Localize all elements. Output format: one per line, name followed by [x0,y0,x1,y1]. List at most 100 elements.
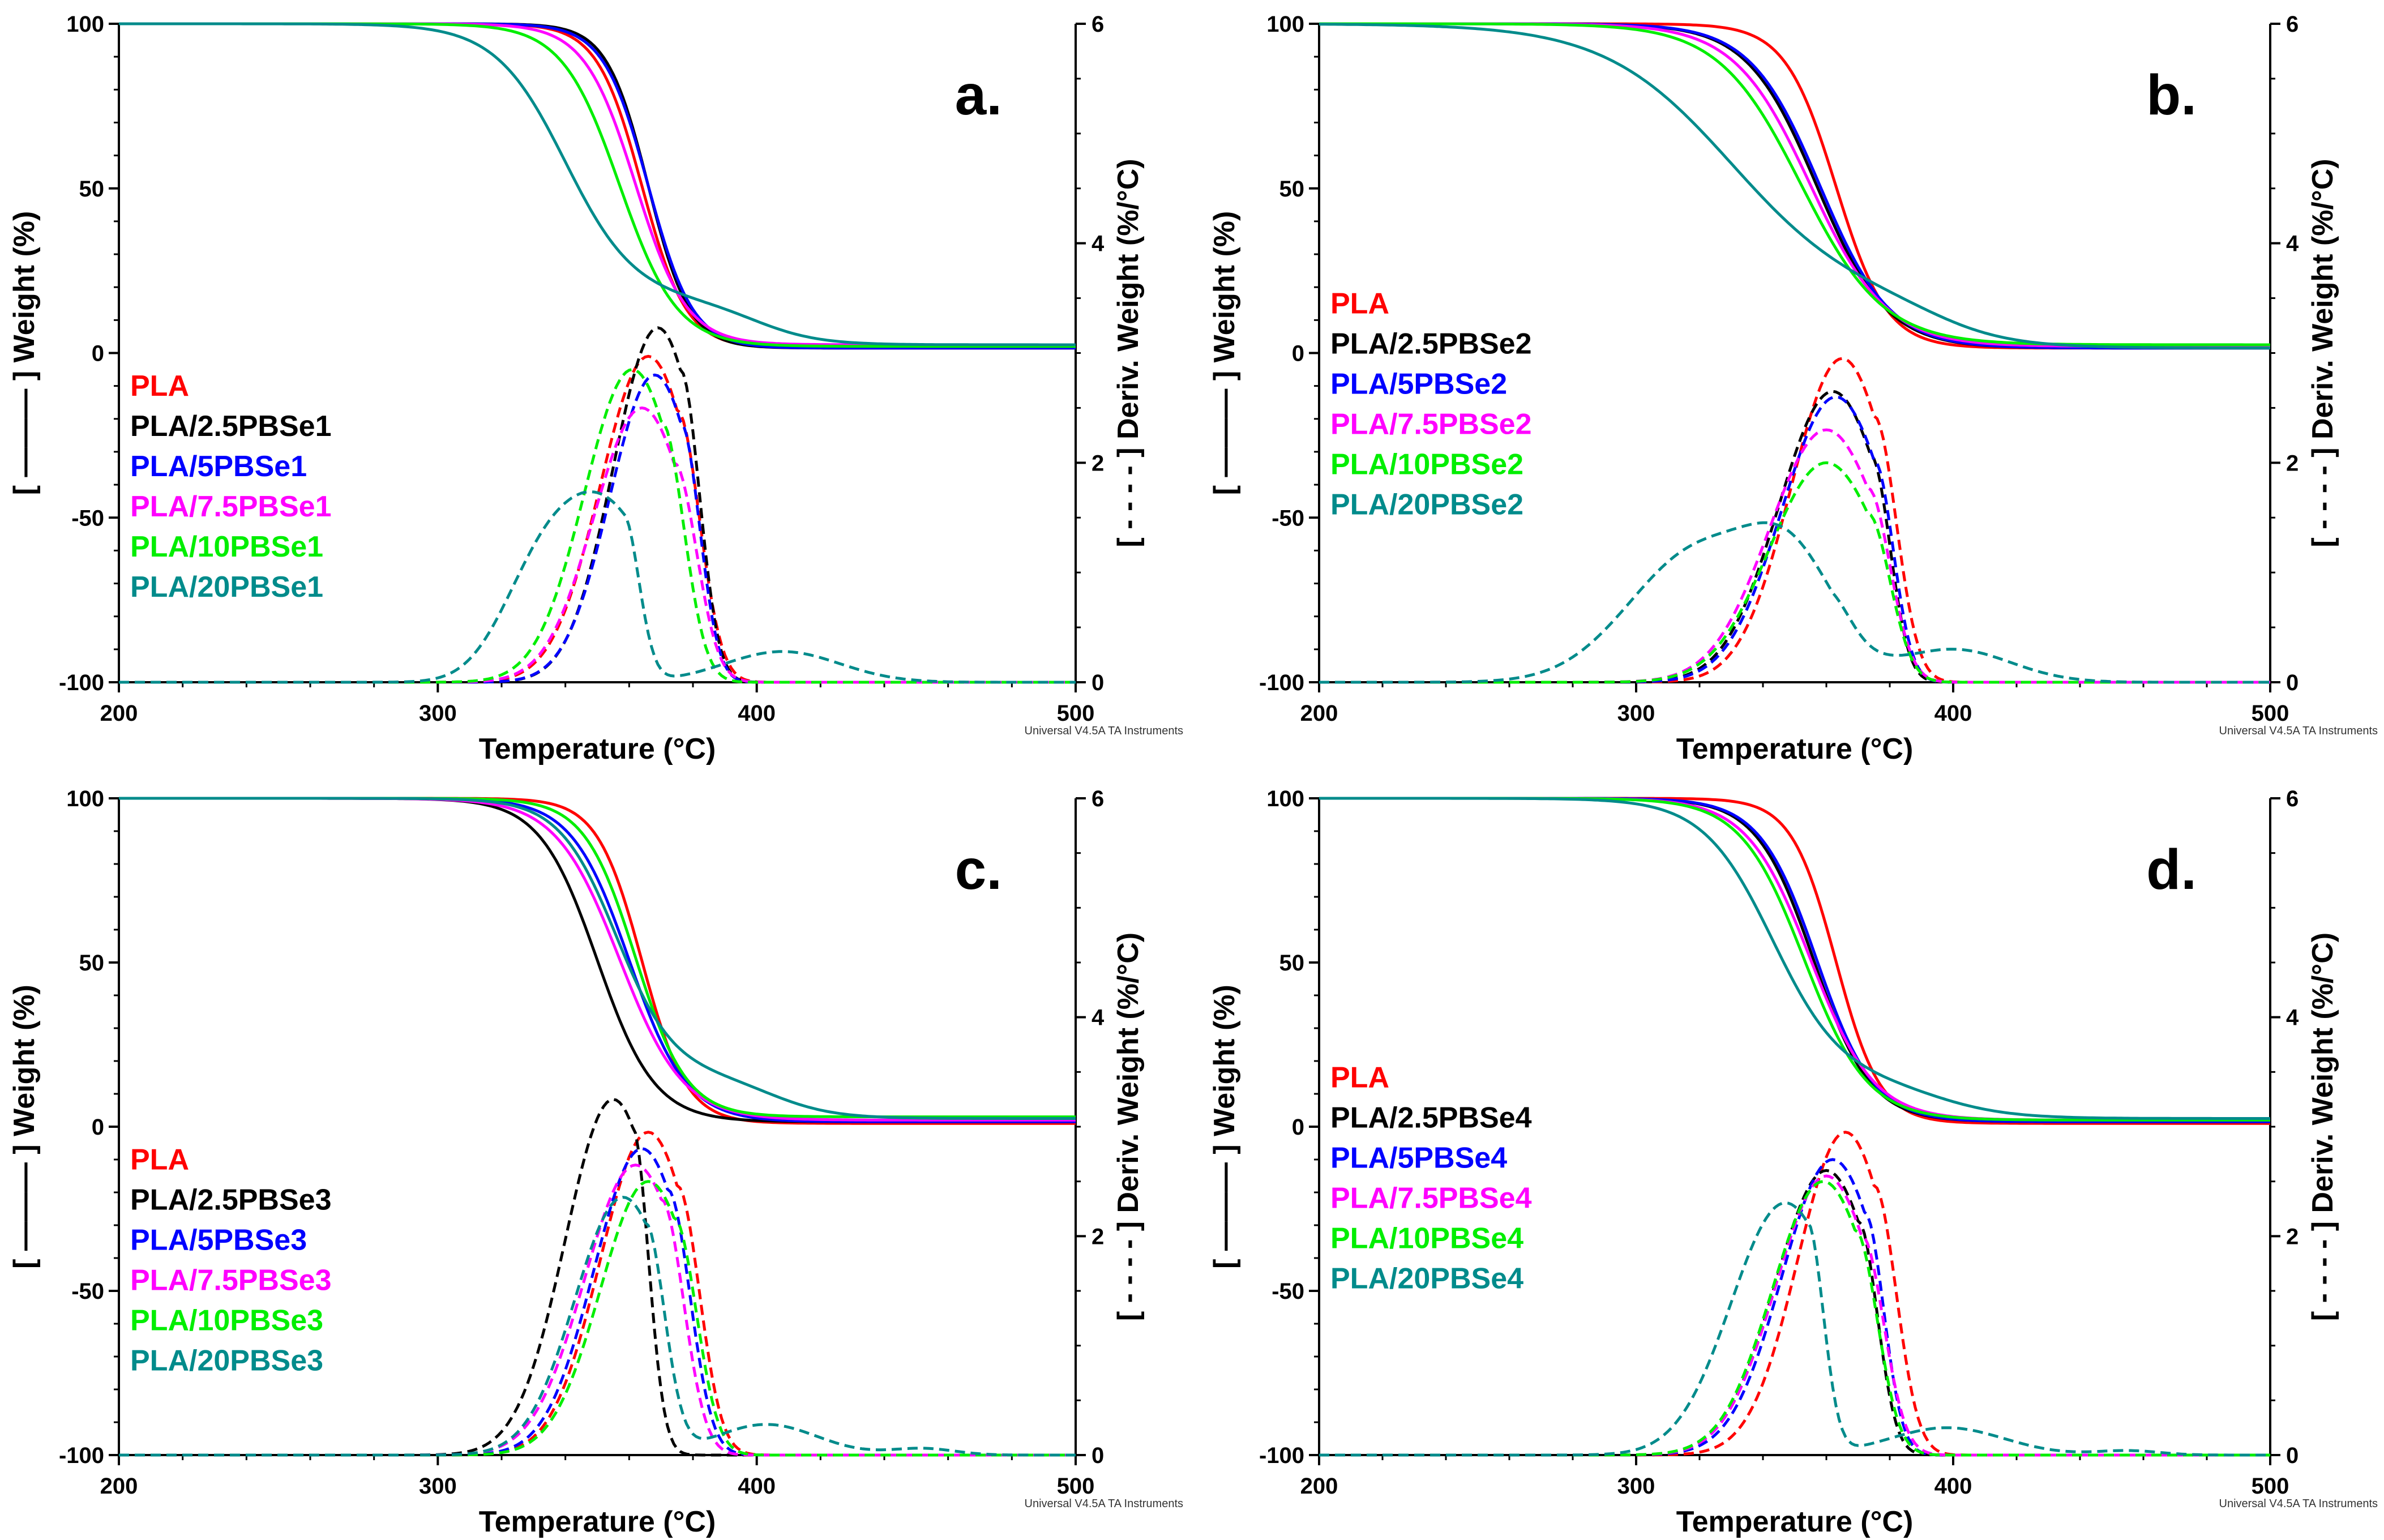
legend-entry: PLA/2.5PBSe2 [1330,328,1532,361]
y-axis-right-title: [ - - - - ] Deriv. Weight (%/°C) [1112,159,1145,547]
y-left-tick-label: 50 [1279,177,1305,202]
y-left-tick-label: -50 [71,1279,104,1304]
y-left-tick-label: 0 [92,1115,104,1140]
legend-entry: PLA [130,370,189,403]
y-left-tick-label: 50 [1279,951,1305,976]
chart-panel-a: 200 300 400 500 -100 -50 0 50 100 0 2 4 6 Temperature… [8,12,1183,765]
legend-entry: PLA/7.5PBSe1 [130,490,332,523]
y-axis-left-title: [ ——— ] Weight (%) [8,211,41,495]
y-right-tick-label: 4 [2286,232,2299,256]
y-left-tick-label: 100 [66,786,104,811]
x-tick-label: 200 [100,1474,138,1499]
y-axis-left-title: [ ——— ] Weight (%) [8,985,41,1269]
legend-entry: PLA [1330,288,1389,320]
panel-label: c. [955,838,1002,901]
y-left-tick-label: 50 [79,951,105,976]
y-right-tick-label: 4 [1092,232,1105,256]
y-left-tick-label: 100 [1266,12,1304,37]
y-right-tick-label: 0 [2286,1443,2299,1468]
x-tick-label: 200 [1300,1474,1338,1499]
y-right-tick-label: 2 [2286,1224,2299,1249]
weight-curve-pla-20pbse2 [1319,23,2270,350]
weight-curve-pla-10pbse2 [1319,22,2270,346]
panel-label: b. [2146,63,2197,127]
y-right-tick-label: 2 [1092,451,1104,476]
x-axis-title: Temperature (°C) [1676,1505,1914,1538]
chart-panel-c: 200 300 400 500 -100 -50 0 50 100 0 2 4 6 Temperature… [8,786,1183,1538]
legend-entry: PLA/2.5PBSe4 [1330,1101,1532,1134]
instrument-footer: Universal V4.5A TA Instruments [1025,725,1184,737]
legend-entry: PLA/5PBSe4 [1330,1141,1507,1174]
x-axis-title: Temperature (°C) [479,1505,716,1538]
x-tick-label: 300 [419,701,457,726]
legend-entry: PLA/2.5PBSe3 [130,1183,332,1216]
x-axis-title: Temperature (°C) [479,733,716,765]
y-left-tick-label: -50 [1272,506,1304,531]
legend-entry: PLA/20PBSe1 [130,571,323,604]
panel-label: a. [955,63,1002,127]
y-right-tick-label: 0 [2286,670,2299,695]
chart-panel-d: 200 300 400 500 -100 -50 0 50 100 0 2 4 6 Temperature… [1208,786,2378,1538]
weight-curve-pla-20pbse3 [119,797,1076,1120]
y-axis-right-title: [ - - - - ] Deriv. Weight (%/°C) [2306,932,2339,1321]
x-tick-label: 500 [1057,701,1095,726]
x-tick-label: 500 [2252,701,2289,726]
y-axis-right-title: [ - - - - ] Deriv. Weight (%/°C) [2306,159,2339,547]
y-left-tick-label: -100 [1259,1443,1304,1468]
y-right-tick-label: 6 [1092,786,1104,811]
y-right-tick-label: 6 [2286,786,2299,811]
legend-entry: PLA [130,1143,189,1176]
instrument-footer: Universal V4.5A TA Instruments [2219,1498,2378,1510]
deriv-curve-pla-10pbse2 [1319,461,2270,684]
deriv-curve-pla-20pbse2 [1319,521,2270,684]
x-tick-label: 200 [1300,701,1338,726]
y-axis-left-title: [ ——— ] Weight (%) [1208,211,1241,495]
y-left-tick-label: 100 [66,12,104,37]
deriv-curve-pla-20pbse1 [119,490,1076,684]
legend-entry: PLA/20PBSe2 [1330,489,1523,521]
y-left-tick-label: 50 [79,177,105,202]
y-axis-right-title: [ - - - - ] Deriv. Weight (%/°C) [1112,932,1145,1321]
x-tick-label: 300 [1617,701,1655,726]
legend-entry: PLA/7.5PBSe2 [1330,408,1532,441]
x-tick-label: 300 [419,1474,457,1499]
legend-entry: PLA/20PBSe3 [130,1344,323,1377]
y-right-tick-label: 2 [1092,1224,1104,1249]
x-tick-label: 400 [738,1474,776,1499]
x-tick-label: 400 [1934,1474,1972,1499]
x-tick-label: 300 [1617,1474,1655,1499]
panel-label: d. [2146,838,2197,901]
y-left-tick-label: -100 [59,670,104,695]
y-right-tick-label: 0 [1092,670,1104,695]
y-left-tick-label: 100 [1266,786,1304,811]
deriv-curve-pla-20pbse3 [119,1196,1076,1457]
y-right-tick-label: 0 [1092,1443,1104,1468]
legend-entry: PLA [1330,1061,1389,1094]
x-tick-label: 500 [2252,1474,2289,1499]
legend-entry: PLA/5PBSe1 [130,450,307,483]
legend-entry: PLA/10PBSe1 [130,531,323,563]
legend-entry: PLA/5PBSe3 [130,1224,307,1256]
y-right-tick-label: 2 [2286,451,2299,476]
legend-entry: PLA/7.5PBSe4 [1330,1182,1532,1214]
y-left-tick-label: 0 [1292,1115,1304,1140]
deriv-curve-pla-20pbse4 [1319,1201,2270,1457]
legend-entry: PLA/10PBSe4 [1330,1222,1523,1255]
y-axis-left-title: [ ——— ] Weight (%) [1208,985,1241,1269]
legend-entry: PLA/10PBSe3 [130,1304,323,1337]
x-tick-label: 500 [1057,1474,1095,1499]
chart-panel-b: 200 300 400 500 -100 -50 0 50 100 0 2 4 6 Temperature… [1208,12,2378,765]
y-right-tick-label: 4 [1092,1006,1105,1030]
legend-entry: PLA/10PBSe2 [1330,448,1523,481]
x-tick-label: 400 [1934,701,1972,726]
y-right-tick-label: 6 [1092,12,1104,37]
x-tick-label: 200 [100,701,138,726]
legend-entry: PLA/5PBSe2 [1330,368,1507,401]
y-right-tick-label: 4 [2286,1006,2299,1030]
weight-curve-pla-20pbse4 [1319,797,2270,1120]
y-left-tick-label: -100 [1259,670,1304,695]
instrument-footer: Universal V4.5A TA Instruments [2219,725,2378,737]
legend-entry: PLA/2.5PBSe1 [130,410,332,443]
